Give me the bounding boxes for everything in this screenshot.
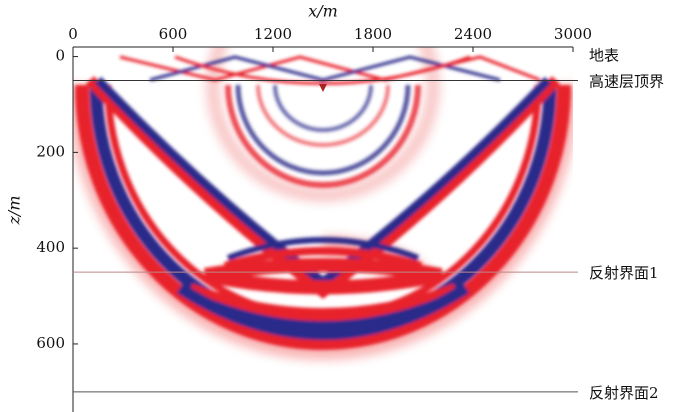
x-tick-label: 1200 — [254, 25, 292, 43]
y-tick-label: 400 — [36, 238, 65, 256]
x-axis-label: x/m — [308, 2, 338, 21]
x-tick-label: 2400 — [454, 25, 492, 43]
wavefield — [73, 47, 573, 360]
interface-label: 地表 — [589, 47, 619, 65]
interface-label: 反射界面2 — [589, 384, 659, 402]
interface-label: 高速层顶界 — [589, 73, 664, 91]
y-tick-label: 200 — [36, 142, 65, 160]
interface-label: 反射界面1 — [589, 264, 659, 282]
x-tick-label: 0 — [68, 25, 78, 43]
y-tick-label: 0 — [55, 47, 65, 65]
x-tick-label: 600 — [159, 25, 188, 43]
y-axis-label: z/m — [5, 196, 24, 226]
x-tick-label: 3000 — [554, 25, 592, 43]
source-marker — [319, 84, 327, 92]
x-tick-label: 1800 — [354, 25, 392, 43]
y-tick-label: 600 — [36, 334, 65, 352]
